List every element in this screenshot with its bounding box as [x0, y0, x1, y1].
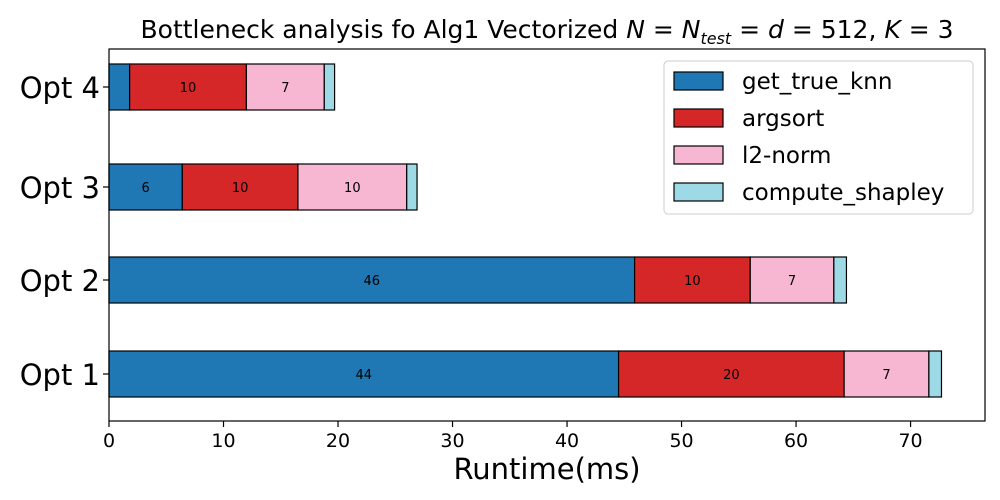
- x-tick-label: 30: [440, 430, 464, 452]
- legend-swatch: [673, 108, 724, 128]
- x-tick-label: 0: [103, 430, 115, 452]
- y-tick-label: Opt 2: [20, 264, 100, 298]
- legend-label: get_true_knn: [742, 69, 892, 95]
- bar-segment: [297, 163, 408, 211]
- data-label: 6: [142, 181, 150, 196]
- plot-frame: [108, 48, 986, 422]
- bar-segment: [129, 63, 248, 111]
- bar-segment: [406, 163, 418, 211]
- y-tick-label: Opt 3: [20, 171, 100, 205]
- legend-swatch: [673, 71, 724, 91]
- bar-segment: [833, 256, 848, 304]
- bar-segment: [181, 163, 299, 211]
- bar-segment: [928, 350, 943, 398]
- data-label: 10: [180, 81, 197, 96]
- bar-segment: [245, 63, 325, 111]
- bar-segment: [617, 350, 845, 398]
- x-tick-label: 20: [326, 430, 350, 452]
- x-tick-label: 10: [211, 430, 235, 452]
- data-label: 10: [232, 181, 249, 196]
- data-label: 10: [684, 274, 701, 289]
- bar-segment: [749, 256, 835, 304]
- x-tick-label: 70: [898, 430, 922, 452]
- data-label: 46: [364, 274, 381, 289]
- bar-segment: [633, 256, 751, 304]
- data-label: 7: [882, 368, 890, 383]
- legend-swatch: [673, 145, 724, 165]
- x-axis-label: Runtime(ms): [453, 452, 640, 486]
- bar-segment: [108, 63, 131, 111]
- data-label: 20: [723, 368, 740, 383]
- chart-title: Bottleneck analysis fo Alg1 Vectorized N…: [141, 15, 954, 48]
- y-tick-label: Opt 4: [20, 71, 100, 105]
- legend-swatch: [673, 182, 724, 202]
- legend-label: compute_shapley: [742, 180, 944, 206]
- legend-label: argsort: [742, 106, 824, 132]
- data-labels-layer: 10 7 6 10 10 46 10 7 44 20 7: [142, 81, 891, 383]
- x-tick-label: 40: [555, 430, 579, 452]
- bar-segment: [108, 256, 636, 304]
- x-tick-label: 60: [784, 430, 808, 452]
- chart-title-text: Bottleneck analysis fo Alg1 Vectorized: [141, 15, 619, 44]
- x-tick-label: 50: [669, 430, 693, 452]
- legend-box: [663, 60, 974, 215]
- axes-layer: Opt 4 Opt 3 Opt 2 Opt 1 0 10 20 30 40 50 60 70: [20, 48, 986, 452]
- data-label: 7: [281, 81, 289, 96]
- y-tick-label: Opt 1: [20, 358, 100, 392]
- data-label: 10: [344, 181, 361, 196]
- bar-segment: [323, 63, 336, 111]
- legend-label: l2-norm: [742, 143, 831, 169]
- bars-layer: [108, 63, 943, 398]
- data-label: 7: [788, 274, 796, 289]
- data-label: 44: [356, 368, 373, 383]
